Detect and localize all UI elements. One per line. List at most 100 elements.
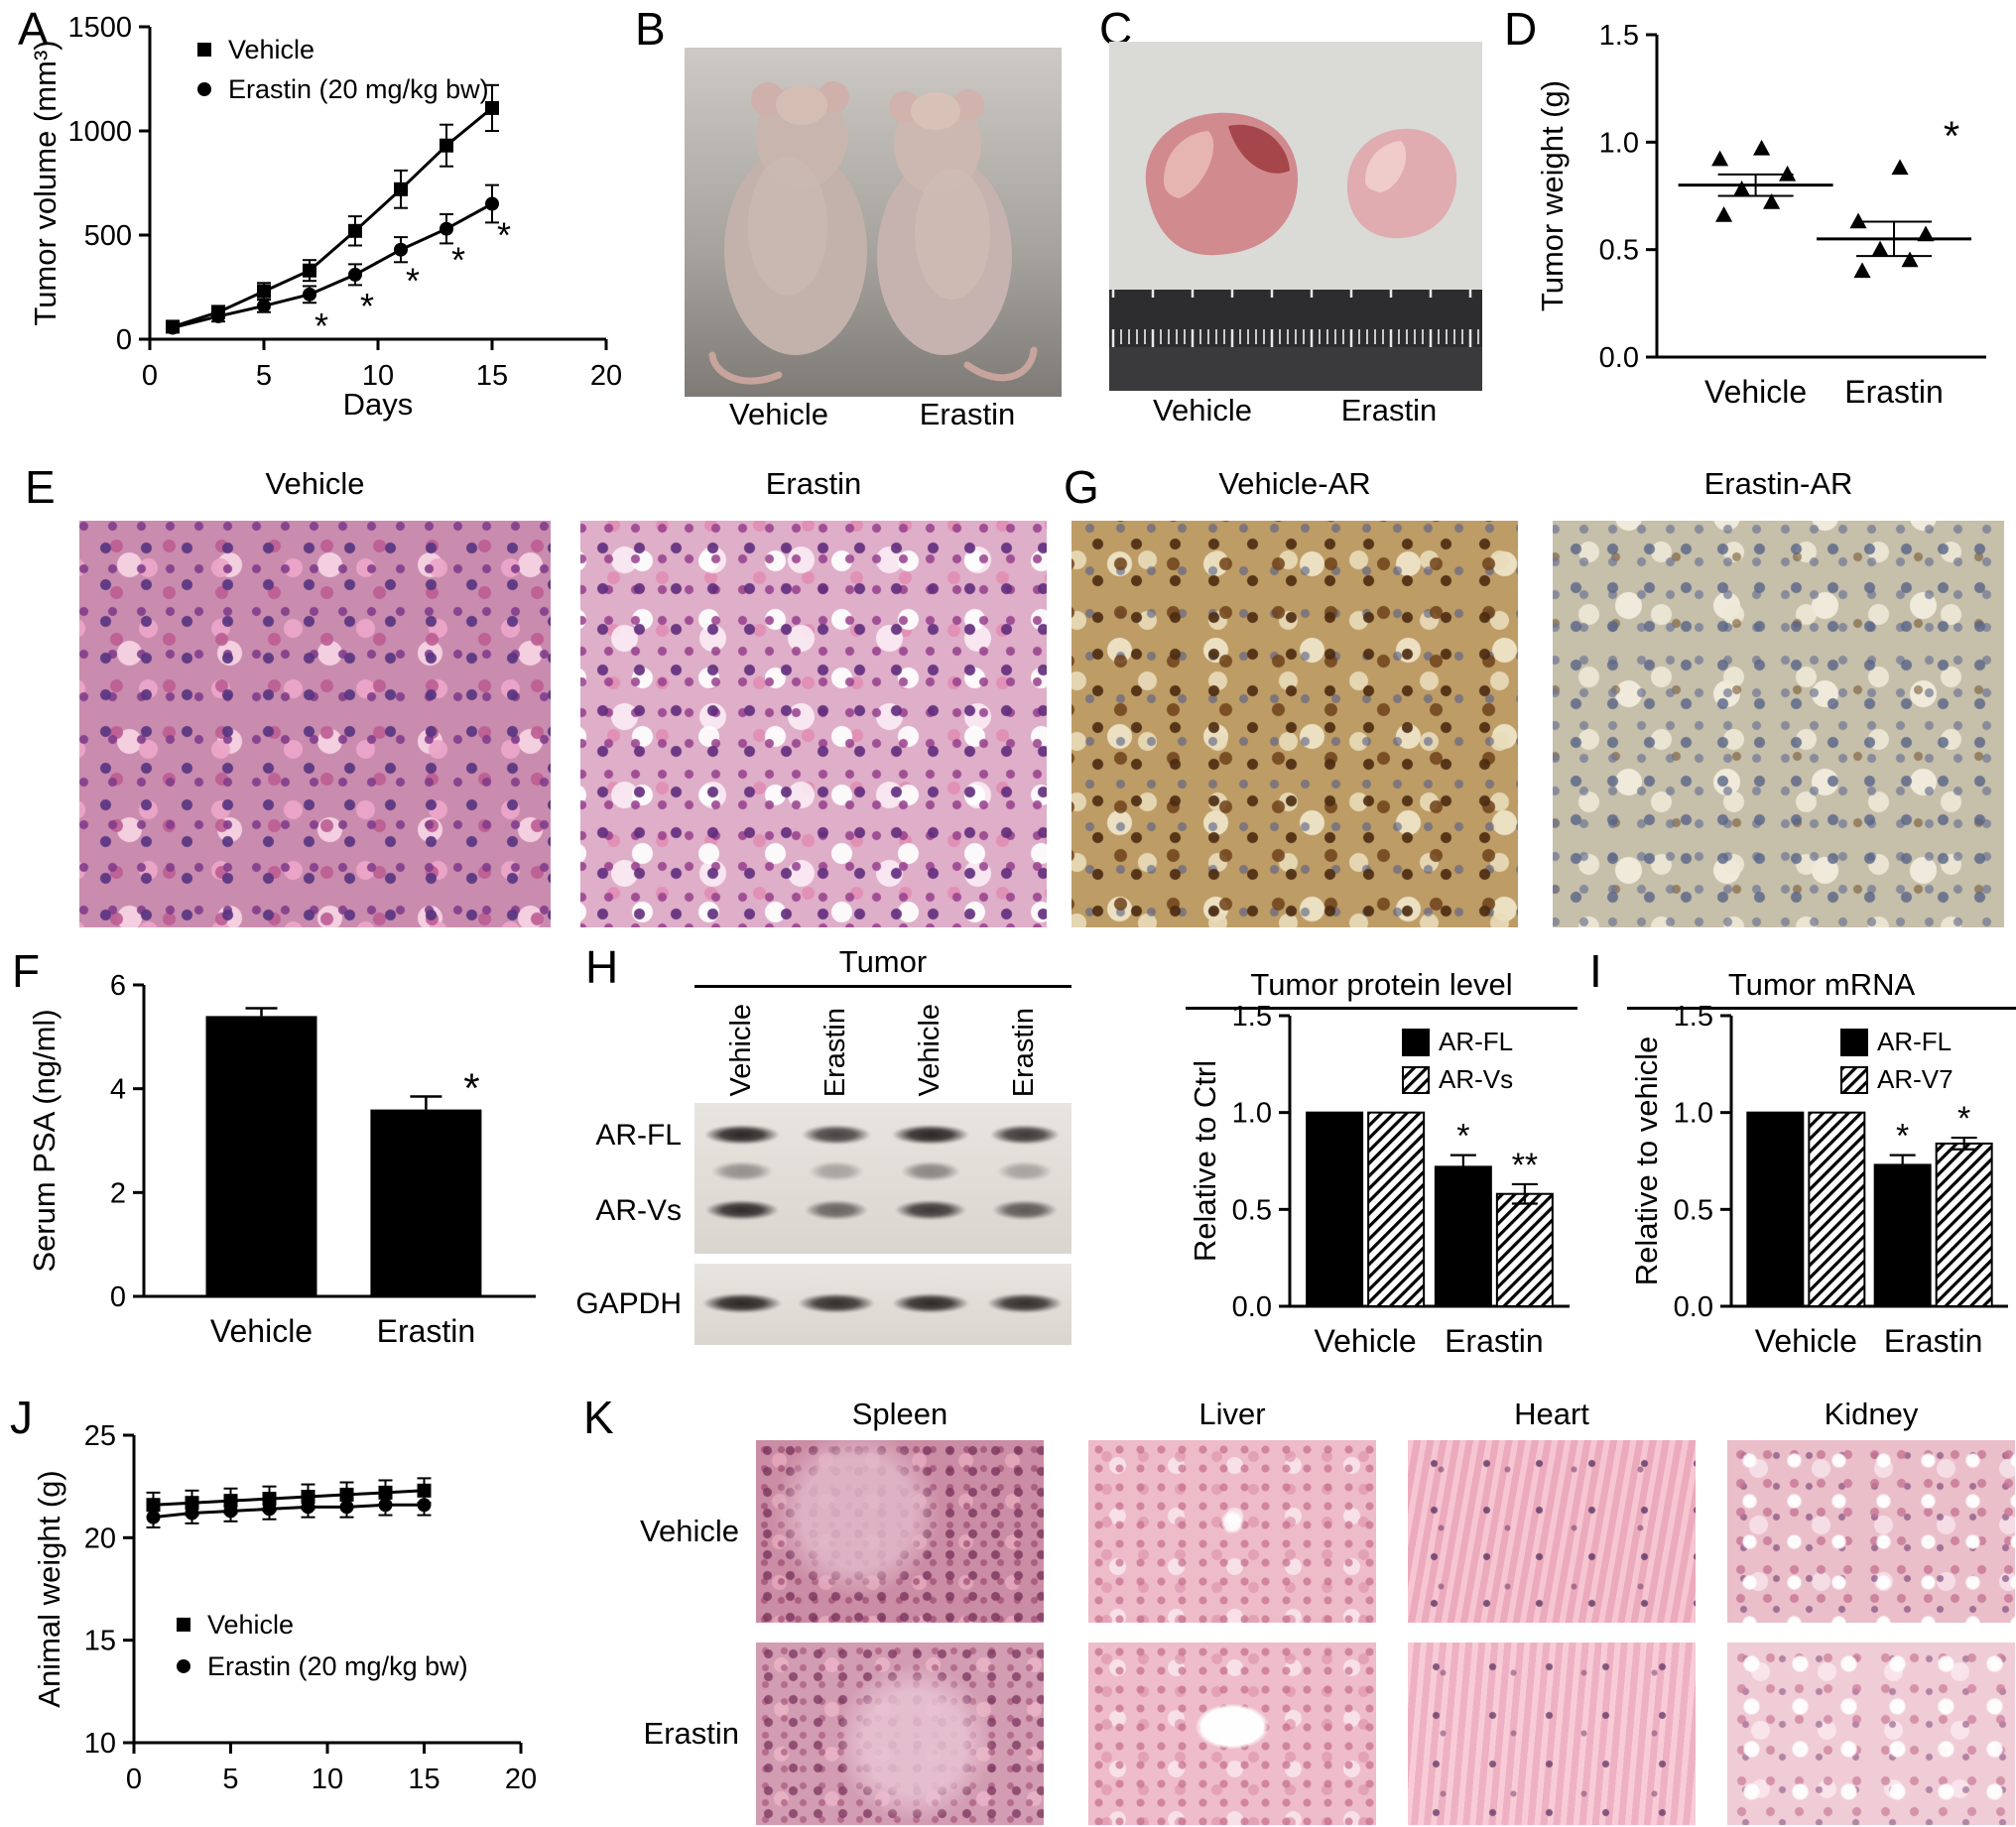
panel-letter-h: H bbox=[585, 941, 619, 993]
svg-text:Tumor weight (g): Tumor weight (g) bbox=[1535, 80, 1570, 311]
svg-text:5: 5 bbox=[256, 360, 272, 392]
panel-letter-g: G bbox=[1064, 461, 1099, 513]
svg-text:1.0: 1.0 bbox=[1232, 1098, 1272, 1130]
ihc-vehicle-ar-image bbox=[1071, 521, 1518, 927]
he-label-erastin: Erastin bbox=[765, 466, 862, 501]
svg-text:6: 6 bbox=[110, 970, 126, 1002]
svg-text:0.5: 0.5 bbox=[1599, 235, 1639, 267]
svg-text:1000: 1000 bbox=[67, 116, 132, 148]
svg-text:20: 20 bbox=[84, 1522, 116, 1554]
blot-band bbox=[704, 1200, 779, 1221]
histology-spleen-vehicle bbox=[756, 1440, 1044, 1623]
panel-letter-f: F bbox=[12, 945, 41, 997]
svg-text:*: * bbox=[497, 215, 511, 256]
svg-text:500: 500 bbox=[84, 220, 132, 252]
svg-text:1.5: 1.5 bbox=[1232, 1004, 1272, 1033]
blot-band bbox=[989, 1125, 1060, 1146]
blot-band bbox=[891, 1125, 969, 1146]
mice-caption-vehicle: Vehicle bbox=[729, 397, 828, 431]
histology-heart-erastin bbox=[1408, 1643, 1696, 1825]
svg-text:1.5: 1.5 bbox=[1674, 1004, 1713, 1033]
mrna-chart-title: Tumor mRNA bbox=[1627, 967, 2016, 1010]
blot-lane-labels: Vehicle Erastin Vehicle Erastin bbox=[694, 980, 1071, 1097]
mice-photo bbox=[685, 48, 1062, 397]
svg-text:20: 20 bbox=[590, 360, 622, 392]
blot-film-ar bbox=[694, 1103, 1071, 1254]
tumor-volume-chart: 0 500 1000 1500 0 5 10 15 20 Tumor volume (mm³) Da… bbox=[28, 12, 622, 422]
svg-text:25: 25 bbox=[84, 1420, 116, 1452]
blot-band bbox=[900, 1160, 960, 1181]
svg-text:AR-Vs: AR-Vs bbox=[1439, 1064, 1513, 1094]
svg-text:10: 10 bbox=[84, 1728, 116, 1760]
svg-text:Serum PSA (ng/ml): Serum PSA (ng/ml) bbox=[27, 1009, 62, 1272]
svg-text:Vehicle: Vehicle bbox=[210, 1313, 313, 1349]
svg-text:Vehicle: Vehicle bbox=[228, 35, 315, 64]
series-Erastin (20 mg/kg bw) bbox=[146, 1493, 432, 1528]
histology-heart-vehicle bbox=[1408, 1440, 1696, 1623]
tumor-vehicle bbox=[1145, 112, 1299, 256]
tumor-caption-vehicle: Vehicle bbox=[1153, 393, 1252, 427]
tumor-mrna-chart: 0.0 0.5 1.0 1.5 Relative to vehicle Vehicle Er… bbox=[1629, 1004, 2008, 1359]
svg-text:4: 4 bbox=[110, 1074, 126, 1106]
ihc-erastin-ar-image bbox=[1553, 521, 2004, 927]
lane-label-1: Vehicle bbox=[725, 1004, 757, 1097]
tumor-captions: Vehicle Erastin bbox=[1109, 393, 1482, 428]
svg-text:10: 10 bbox=[362, 360, 394, 392]
svg-text:0: 0 bbox=[142, 360, 158, 392]
svg-text:Erastin (20 mg/kg bw): Erastin (20 mg/kg bw) bbox=[228, 74, 489, 104]
svg-text:0.0: 0.0 bbox=[1599, 342, 1639, 374]
svg-text:15: 15 bbox=[476, 360, 508, 392]
svg-text:15: 15 bbox=[408, 1764, 440, 1795]
svg-text:Days: Days bbox=[343, 387, 414, 422]
tumor-erastin bbox=[1346, 128, 1457, 239]
svg-text:Vehicle: Vehicle bbox=[1755, 1323, 1857, 1359]
svg-text:Vehicle: Vehicle bbox=[1704, 374, 1807, 410]
svg-text:1500: 1500 bbox=[67, 12, 132, 44]
svg-text:AR-FL: AR-FL bbox=[1439, 1027, 1513, 1056]
svg-text:1.5: 1.5 bbox=[1599, 20, 1639, 52]
tumor-protein-chart: 0.0 0.5 1.0 1.5 Relative to Ctrl Vehicle Erast… bbox=[1188, 1004, 1570, 1359]
svg-text:0.5: 0.5 bbox=[1674, 1194, 1713, 1226]
svg-text:*: * bbox=[451, 240, 465, 281]
group-Erastin bbox=[1817, 159, 1972, 279]
svg-text:*: * bbox=[1957, 1100, 1970, 1138]
svg-text:AR-V7: AR-V7 bbox=[1877, 1064, 1953, 1094]
svg-text:0: 0 bbox=[110, 1281, 126, 1313]
histology-he-vehicle bbox=[79, 521, 551, 927]
histology-spleen-erastin bbox=[756, 1643, 1044, 1825]
band-label-gapdh: GAPDH bbox=[575, 1287, 682, 1320]
panel-letter-a: A bbox=[18, 3, 49, 55]
histology-kidney-vehicle bbox=[1727, 1440, 2015, 1623]
organ-row-label-erastin: Erastin bbox=[643, 1716, 739, 1751]
blot-title: Tumor bbox=[694, 944, 1071, 988]
blot-band bbox=[797, 1293, 875, 1313]
animal-weight-chart: 10 15 20 25 0 5 10 15 20 Animal weight (g) Vehicle… bbox=[32, 1420, 537, 1795]
histology-he-erastin bbox=[580, 521, 1047, 927]
svg-text:*: * bbox=[315, 305, 328, 346]
svg-text:10: 10 bbox=[312, 1764, 343, 1795]
svg-text:Erastin: Erastin bbox=[1445, 1323, 1544, 1359]
svg-text:*: * bbox=[360, 286, 374, 326]
svg-text:5: 5 bbox=[222, 1764, 238, 1795]
histology-kidney-erastin bbox=[1727, 1643, 2015, 1825]
organ-header-spleen: Spleen bbox=[851, 1397, 948, 1431]
ihc-label-erastin-ar: Erastin-AR bbox=[1703, 466, 1853, 501]
svg-text:Erastin: Erastin bbox=[1844, 374, 1944, 410]
blot-band bbox=[808, 1160, 864, 1181]
he-label-vehicle: Vehicle bbox=[265, 466, 365, 501]
panel-letter-k: K bbox=[583, 1392, 614, 1443]
axes: 0.0 0.5 1.0 1.5 bbox=[1232, 1004, 1570, 1323]
panel-letter-e: E bbox=[25, 461, 56, 513]
band-label-ar-fl: AR-FL bbox=[595, 1119, 682, 1152]
histology-liver-vehicle bbox=[1088, 1440, 1376, 1623]
axes: 0.0 0.5 1.0 1.5 bbox=[1599, 20, 1986, 374]
group-Vehicle bbox=[1678, 139, 1833, 222]
histology-liver-erastin bbox=[1088, 1643, 1376, 1825]
svg-text:0.0: 0.0 bbox=[1232, 1291, 1272, 1323]
blot-band bbox=[804, 1200, 868, 1221]
blot-band bbox=[701, 1293, 782, 1313]
organ-header-heart: Heart bbox=[1514, 1397, 1589, 1431]
mice-caption-erastin: Erastin bbox=[919, 397, 1016, 431]
svg-text:Relative to vehicle: Relative to vehicle bbox=[1629, 1036, 1664, 1286]
